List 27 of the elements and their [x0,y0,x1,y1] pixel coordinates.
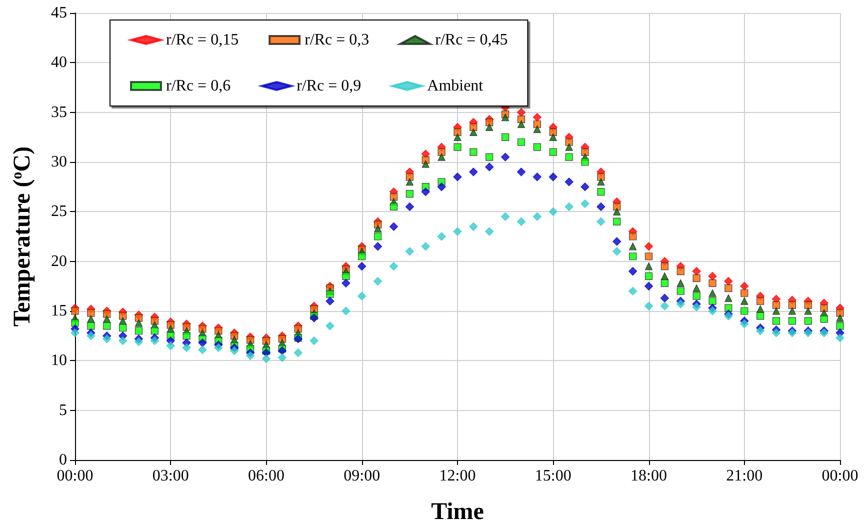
y-tick-label: 0 [59,452,67,468]
y-tick-label: 20 [51,252,67,270]
x-tick-label: 21:00 [726,468,763,484]
y-tick-label: 5 [59,402,67,419]
x-tick-label: 03:00 [152,468,189,484]
legend-label: r/Rc = 0,6 [166,78,231,94]
x-tick-label: 15:00 [534,468,572,484]
y-tick-label: 10 [51,352,67,370]
x-tick-label: 12:00 [439,468,476,484]
x-axis-title: Time [431,499,484,525]
legend-label: r/Rc = 0,15 [166,32,239,48]
y-tick-label: 45 [51,4,67,22]
y-tick-label: 40 [51,54,67,72]
y-axis-title: Temperature (oC) [10,146,36,327]
legend-label: r/Rc = 0,9 [296,78,362,94]
x-tick-label: 18:00 [630,468,667,484]
legend-label: r/Rc = 0,45 [435,32,508,48]
x-tick-label: 00:00 [56,468,94,484]
legend-label: r/Rc = 0,3 [304,32,370,48]
legend-label: Ambient [427,78,484,94]
x-tick-label: 00:00 [822,468,858,484]
x-tick-label: 06:00 [248,468,284,484]
x-tick-label: 09:00 [344,468,380,484]
y-tick-label: 15 [51,302,67,320]
y-tick-label: 25 [51,203,67,220]
y-tick-label: 35 [51,104,67,121]
y-tick-label: 30 [51,154,67,170]
